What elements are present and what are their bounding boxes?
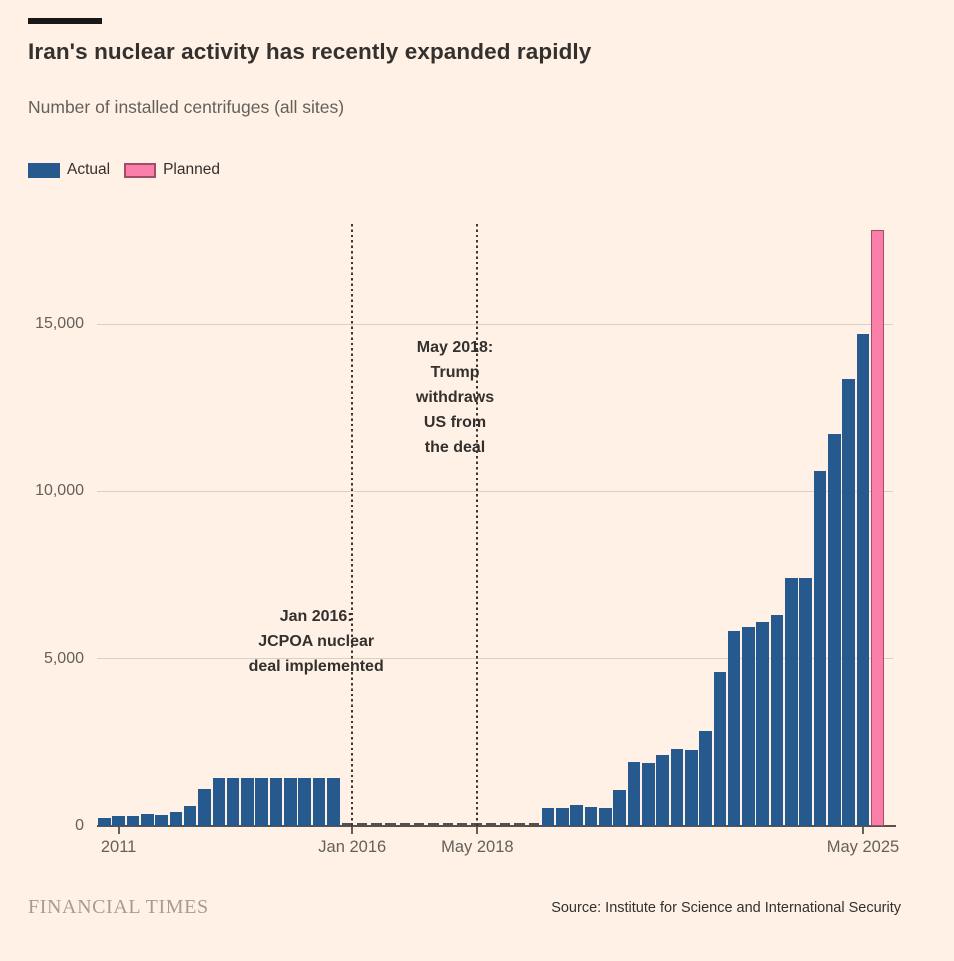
- chart-subtitle: Number of installed centrifuges (all sit…: [28, 97, 345, 117]
- chart-legend: Actual Planned: [28, 161, 220, 179]
- bar-actual: [112, 815, 125, 826]
- x-axis-line: [97, 825, 896, 827]
- legend-swatch-actual: [28, 162, 60, 178]
- annotation-line: May 2018:: [416, 339, 494, 356]
- bar-actual: [556, 807, 569, 826]
- event-rule-jan-2016: [351, 224, 354, 826]
- bar-actual: [613, 789, 626, 826]
- annotation-jcpoa: Jan 2016: JCPOA nuclear deal implemented: [249, 604, 384, 679]
- x-axis-label: May 2025: [826, 838, 900, 856]
- bar-actual: [842, 379, 855, 826]
- bar-actual: [656, 754, 669, 826]
- legend-swatch-planned: [124, 162, 157, 178]
- gridline-5000: [97, 658, 893, 660]
- bar-actual: [312, 778, 326, 826]
- annotation-line: JCPOA nuclear: [258, 633, 375, 650]
- bar-actual: [599, 807, 612, 826]
- bar-actual: [155, 814, 168, 826]
- bar-actual: [226, 778, 240, 826]
- top-rule: [28, 18, 102, 24]
- y-axis-label: 15,000: [35, 315, 84, 332]
- bar-actual: [727, 631, 741, 826]
- x-axis-tick: [351, 827, 354, 834]
- annotation-line: US from: [423, 414, 487, 431]
- bar-actual-near-zero: [485, 823, 497, 826]
- bar-actual-near-zero: [442, 823, 454, 826]
- bar-actual-near-zero: [528, 823, 539, 826]
- bar-actual-near-zero: [428, 823, 439, 826]
- event-rule-may-2018: [476, 224, 479, 826]
- annotation-line: the deal: [424, 439, 486, 456]
- bar-actual-near-zero: [514, 823, 525, 826]
- bar-actual-near-zero: [471, 823, 482, 826]
- gridline-10000: [97, 490, 893, 492]
- y-axis-label: 5,000: [43, 649, 84, 667]
- bar-actual: [255, 778, 269, 826]
- bar-actual: [785, 578, 798, 826]
- y-axis-label: 10,000: [35, 482, 84, 500]
- bar-actual: [756, 621, 770, 826]
- bar-actual: [770, 615, 784, 826]
- bar-actual: [241, 778, 254, 826]
- chart-title: Iran's nuclear activity has recently exp…: [28, 39, 592, 64]
- bar-actual-near-zero: [456, 823, 468, 826]
- bar-actual: [327, 778, 340, 826]
- annotation-line: withdraws: [415, 389, 495, 406]
- bar-actual: [269, 778, 283, 826]
- bar-actual: [699, 731, 712, 826]
- annotation-line: deal implemented: [248, 658, 384, 675]
- bar-actual-near-zero: [499, 823, 511, 826]
- bar-actual: [813, 471, 827, 826]
- legend-label: Planned: [163, 161, 220, 178]
- bar-planned: [871, 230, 884, 826]
- legend-entry-planned: Planned: [124, 161, 220, 179]
- bar-actual-near-zero: [356, 823, 368, 826]
- bar-actual: [298, 778, 311, 826]
- bar-actual: [98, 817, 111, 826]
- bar-actual: [856, 334, 870, 826]
- annotation-line: Jan 2016:: [279, 608, 353, 625]
- bar-actual: [670, 749, 684, 826]
- bar-actual: [570, 805, 583, 826]
- source-note: Source: Institute for Science and Intern…: [551, 900, 901, 916]
- bar-actual: [742, 626, 755, 826]
- y-axis-label: 0: [75, 817, 84, 834]
- x-axis-tick: [861, 827, 864, 834]
- bar-actual: [140, 813, 154, 826]
- bar-actual-near-zero: [342, 823, 353, 826]
- bar-actual: [198, 789, 211, 826]
- bar-actual: [183, 805, 197, 826]
- ft-wordmark: FINANCIAL TIMES: [28, 896, 209, 918]
- bar-actual: [713, 672, 727, 826]
- bar-actual-near-zero: [385, 823, 396, 826]
- legend-label: Actual: [67, 161, 111, 178]
- bar-actual-near-zero: [399, 823, 411, 826]
- bar-actual: [212, 778, 226, 826]
- x-axis-tick: [117, 827, 120, 834]
- annotation-us-withdrawal: May 2018: Trump withdraws US from the deal: [416, 335, 494, 460]
- bar-actual: [169, 811, 183, 826]
- bar-actual: [126, 816, 140, 826]
- bar-actual: [584, 806, 598, 826]
- bar-actual: [684, 750, 698, 826]
- bar-actual: [799, 578, 813, 826]
- bar-actual-near-zero: [413, 823, 425, 826]
- bar-actual: [541, 807, 555, 826]
- bar-actual-near-zero: [371, 823, 382, 826]
- x-axis-tick: [476, 827, 479, 834]
- bar-actual: [284, 778, 297, 826]
- x-axis-label: Jan 2016: [318, 838, 387, 856]
- gridline-15000: [97, 323, 893, 325]
- annotation-line: Trump: [430, 364, 480, 381]
- legend-entry-actual: Actual: [28, 161, 110, 179]
- bar-actual: [828, 434, 841, 826]
- bar-actual: [641, 762, 655, 826]
- x-axis-label: May 2018: [441, 838, 514, 856]
- x-axis-label: 2011: [100, 838, 137, 856]
- bar-actual: [627, 762, 641, 826]
